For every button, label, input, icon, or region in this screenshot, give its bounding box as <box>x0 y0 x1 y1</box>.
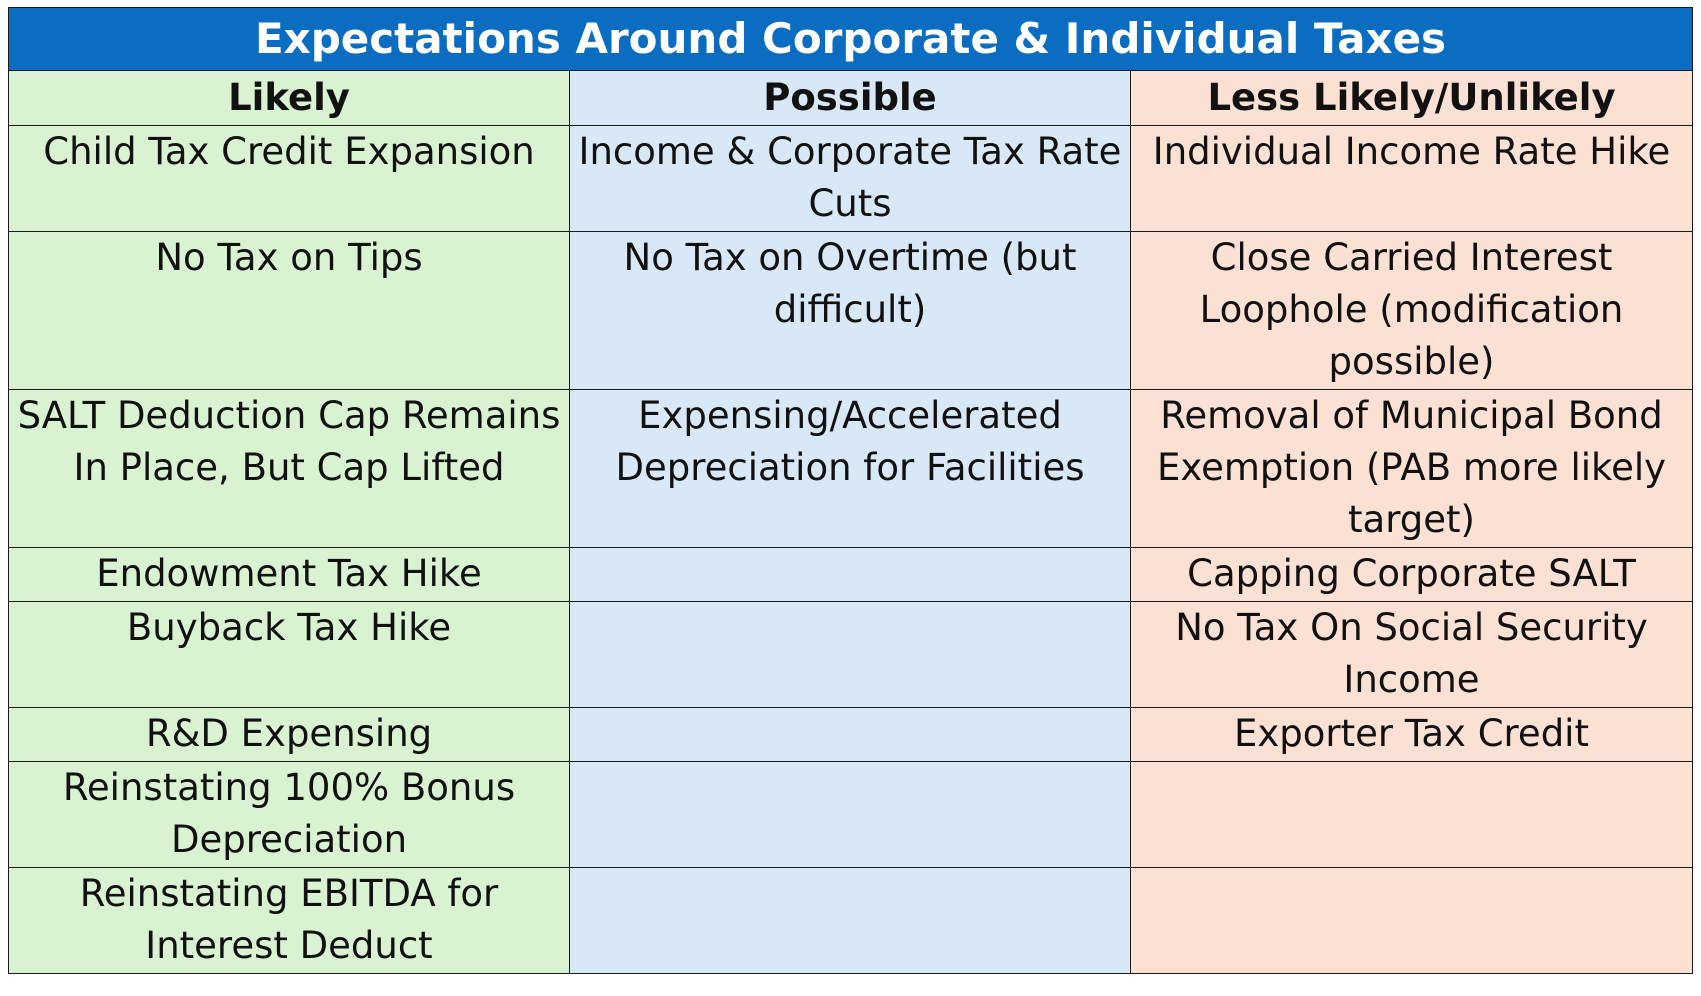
likely-cell: No Tax on Tips <box>8 231 570 390</box>
unlikely-cell <box>1129 867 1694 974</box>
table-row: Child Tax Credit Expansion Income & Corp… <box>8 125 1694 232</box>
unlikely-cell: Close Carried Interest Loophole (modific… <box>1129 231 1694 390</box>
unlikely-cell: No Tax On Social Security Income <box>1129 601 1694 708</box>
possible-cell: No Tax on Overtime (but difficult) <box>569 231 1131 390</box>
table-row: R&D Expensing Exporter Tax Credit <box>8 707 1694 762</box>
unlikely-cell: Removal of Municipal Bond Exemption (PAB… <box>1129 389 1694 548</box>
table-title: Expectations Around Corporate & Individu… <box>7 7 1694 71</box>
unlikely-cell: Capping Corporate SALT <box>1129 547 1694 602</box>
column-header-likely: Likely <box>8 70 570 126</box>
possible-cell <box>569 867 1131 974</box>
possible-cell <box>569 601 1131 708</box>
tax-expectations-table: Expectations Around Corporate & Individu… <box>7 7 1694 974</box>
unlikely-cell <box>1129 761 1694 868</box>
table-row: Reinstating EBITDA for Interest Deduct <box>8 867 1694 974</box>
possible-cell <box>569 547 1131 602</box>
table-row: SALT Deduction Cap Remains In Place, But… <box>8 389 1694 548</box>
likely-cell: Reinstating 100% Bonus Depreciation <box>8 761 570 868</box>
table-row: Buyback Tax Hike No Tax On Social Securi… <box>8 601 1694 708</box>
possible-cell: Expensing/Accelerated Depreciation for F… <box>569 389 1131 548</box>
header-row: Likely Possible Less Likely/Unlikely <box>8 70 1694 126</box>
likely-cell: R&D Expensing <box>8 707 570 762</box>
title-row: Expectations Around Corporate & Individu… <box>7 7 1694 71</box>
likely-cell: SALT Deduction Cap Remains In Place, But… <box>8 389 570 548</box>
table-row: Endowment Tax Hike Capping Corporate SAL… <box>8 547 1694 602</box>
unlikely-cell: Individual Income Rate Hike <box>1129 125 1694 232</box>
likely-cell: Endowment Tax Hike <box>8 547 570 602</box>
unlikely-cell: Exporter Tax Credit <box>1129 707 1694 762</box>
column-header-unlikely: Less Likely/Unlikely <box>1129 70 1694 126</box>
likely-cell: Child Tax Credit Expansion <box>8 125 570 232</box>
table-row: Reinstating 100% Bonus Depreciation <box>8 761 1694 868</box>
possible-cell <box>569 707 1131 762</box>
possible-cell: Income & Corporate Tax Rate Cuts <box>569 125 1131 232</box>
table-row: No Tax on Tips No Tax on Overtime (but d… <box>8 231 1694 390</box>
likely-cell: Buyback Tax Hike <box>8 601 570 708</box>
column-header-possible: Possible <box>569 70 1131 126</box>
likely-cell: Reinstating EBITDA for Interest Deduct <box>8 867 570 974</box>
possible-cell <box>569 761 1131 868</box>
